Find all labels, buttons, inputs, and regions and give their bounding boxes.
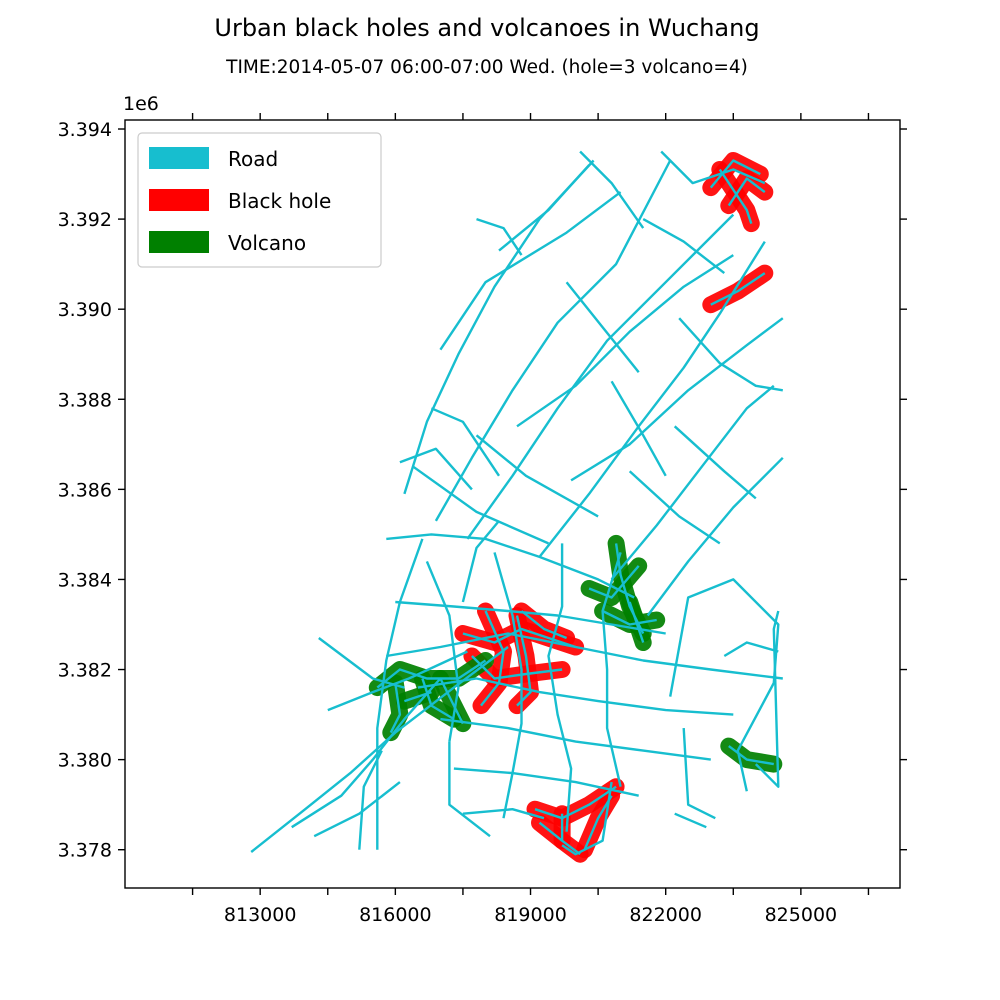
chart-title: Urban black holes and volcanoes in Wucha…: [214, 14, 760, 42]
road-segment: [682, 728, 716, 820]
road-segment: [327, 650, 468, 712]
legend-swatch: [149, 189, 209, 211]
road-segment: [476, 217, 523, 256]
road-segment: [493, 552, 523, 819]
road-segment: [448, 741, 491, 838]
road-segment: [588, 565, 640, 599]
road-segment: [610, 384, 775, 581]
road-segment: [669, 578, 780, 792]
road-segment: [547, 543, 573, 832]
y-tick-label: 3.394: [58, 119, 112, 141]
road-segment: [570, 317, 784, 482]
road-segment: [453, 767, 639, 797]
road-segment: [642, 218, 726, 275]
x-tick-label: 819000: [494, 904, 567, 926]
road-layer: [250, 150, 784, 856]
road-segment: [674, 812, 707, 829]
road-segment: [601, 552, 622, 787]
y-tick-label: 3.384: [58, 569, 112, 591]
y-tick-label: 3.386: [58, 479, 112, 501]
road-segment: [565, 281, 640, 373]
road-segment: [583, 795, 613, 851]
road-segment: [376, 659, 487, 689]
road-segment: [389, 682, 402, 734]
road-segment: [417, 677, 734, 716]
road-segment: [439, 677, 464, 725]
road-segment: [534, 785, 617, 820]
road-segment: [754, 610, 780, 788]
road-segment: [646, 456, 784, 617]
x-tick-label: 813000: [224, 904, 297, 926]
road-segment: [430, 407, 500, 477]
road-segment: [520, 610, 568, 640]
plot-frame: [124, 119, 901, 889]
legend-label: Black hole: [228, 189, 331, 213]
road-segment: [516, 254, 734, 428]
y-offset-label: 1e6: [123, 93, 159, 115]
y-tick-label: 3.392: [58, 209, 112, 231]
road-segment: [318, 637, 405, 689]
legend-label: Volcano: [228, 231, 306, 255]
road-segment: [538, 821, 581, 856]
road-segment: [358, 750, 383, 850]
road-segment: [498, 164, 590, 252]
road-segment: [291, 677, 442, 829]
y-tick-label: 3.378: [58, 840, 112, 862]
road-segment: [440, 717, 711, 761]
road-segment: [434, 159, 672, 522]
legend-swatch: [149, 147, 209, 169]
legend: Road Black hole Volcano: [137, 132, 382, 268]
x-tick-label: 816000: [359, 904, 432, 926]
road-segment: [480, 610, 505, 707]
x-tick-label: 825000: [765, 904, 838, 926]
road-segment: [660, 150, 766, 185]
road-segment: [727, 177, 766, 207]
road-segment: [602, 609, 657, 626]
road-segment: [718, 168, 753, 224]
road-segment: [710, 272, 766, 306]
legend-label: Road: [228, 147, 278, 171]
road-segment: [376, 538, 424, 850]
road-segment: [471, 655, 563, 680]
road-segment: [723, 641, 779, 658]
road-segment: [439, 191, 622, 351]
road-segment: [425, 560, 460, 742]
road-segment: [475, 434, 599, 518]
road-segment: [466, 213, 735, 540]
road-segment: [628, 470, 721, 545]
road-segment: [313, 781, 401, 838]
road-segment: [579, 150, 645, 229]
black-hole-2: [526, 778, 625, 863]
road-segment: [538, 240, 766, 558]
road-segment: [412, 465, 549, 545]
road-segment: [673, 425, 757, 500]
road-segment: [709, 159, 761, 189]
chart-subtitle: TIME:2014-05-07 06:00-07:00 Wed. (hole=3…: [226, 57, 748, 78]
road-segment: [628, 601, 645, 643]
road-segment: [728, 745, 774, 766]
road-segment: [610, 380, 667, 477]
road-segment: [399, 447, 473, 491]
road-segment: [403, 159, 595, 495]
road-segment: [462, 627, 576, 649]
road-segment: [461, 520, 500, 603]
road-segment: [421, 678, 455, 721]
legend-swatch: [149, 231, 209, 253]
y-tick-label: 3.380: [58, 750, 112, 772]
y-tick-label: 3.388: [58, 389, 112, 411]
y-tick-label: 3.390: [58, 299, 112, 321]
road-segment: [386, 533, 635, 599]
road-segment: [561, 781, 613, 856]
x-tick-label: 822000: [629, 904, 702, 926]
road-segment: [678, 317, 783, 392]
road-segment: [462, 808, 545, 820]
y-tick-label: 3.382: [58, 660, 112, 682]
axes-layer: 813000 816000 819000 822000 825000 3.378 3.380…: [58, 113, 907, 926]
road-segment: [404, 690, 432, 703]
